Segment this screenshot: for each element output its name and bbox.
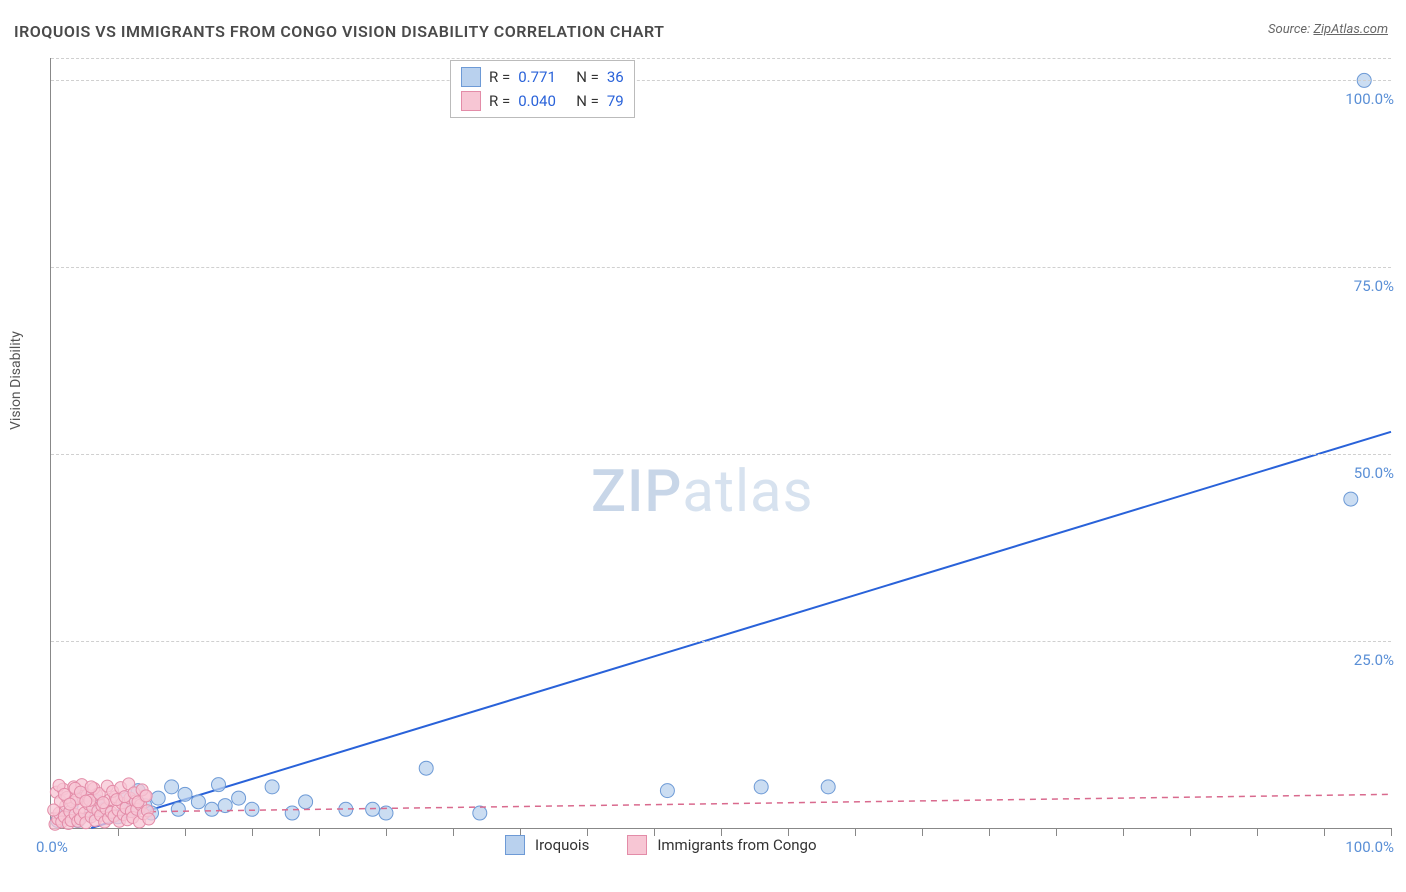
data-point [212,778,226,792]
swatch-blue-icon [461,67,481,87]
x-tick [1056,828,1057,836]
trend-line [91,432,1391,828]
r-label: R = [489,89,510,113]
x-tick [319,828,320,836]
data-point [285,806,299,820]
series-legend: Iroquois Immigrants from Congo [505,835,817,855]
legend-row-0: R = 0.771 N = 36 [461,65,624,89]
data-point [245,802,259,816]
source-attribution: Source: ZipAtlas.com [1268,22,1388,37]
x-tick [1391,828,1392,836]
x-tick [922,828,923,836]
legend-row-1: R = 0.040 N = 79 [461,89,624,113]
gridline [51,267,1391,268]
data-point [265,780,279,794]
data-point [48,804,60,816]
gridline [51,80,1391,81]
x-tick [989,828,990,836]
r-value: 0.040 [518,89,568,113]
swatch-pink-icon [627,835,647,855]
data-point [143,813,155,825]
data-point [419,761,433,775]
n-label: N = [576,89,599,113]
plot-svg [51,58,1391,828]
data-point [85,781,97,793]
data-point [80,795,92,807]
y-tick-label: 75.0% [1354,277,1394,295]
data-point [151,791,165,805]
chart-title: IROQUOIS VS IMMIGRANTS FROM CONGO VISION… [14,22,664,41]
n-label: N = [576,65,599,89]
y-tick-label: 100.0% [1345,90,1394,108]
data-point [754,780,768,794]
x-tick [185,828,186,836]
gridline [51,454,1391,455]
data-point [205,802,219,816]
legend-label-0: Iroquois [535,836,589,854]
x-tick [1190,828,1191,836]
x-tick [118,828,119,836]
data-point [821,780,835,794]
x-max-label: 100.0% [1345,838,1394,856]
y-axis-label: Vision Disability [8,331,24,430]
x-tick [252,828,253,836]
swatch-blue-icon [505,835,525,855]
r-label: R = [489,65,510,89]
data-point [1344,492,1358,506]
n-value: 79 [607,89,624,113]
source-label: Source: [1268,22,1313,37]
x-tick [1324,828,1325,836]
plot-area: ZIPatlas [50,58,1391,829]
data-point [178,787,192,801]
x-tick [855,828,856,836]
data-point [473,806,487,820]
correlation-legend: R = 0.771 N = 36 R = 0.040 N = 79 [450,60,635,118]
swatch-pink-icon [461,91,481,111]
y-tick-label: 50.0% [1354,464,1394,482]
data-point [171,802,185,816]
n-value: 36 [607,65,624,89]
data-point [165,780,179,794]
data-point [140,790,152,802]
data-point [64,798,76,810]
legend-label-1: Immigrants from Congo [657,836,816,854]
data-point [660,784,674,798]
source-link[interactable]: ZipAtlas.com [1313,22,1388,37]
data-point [97,797,109,809]
gridline [51,641,1391,642]
x-tick [1257,828,1258,836]
x-tick [1123,828,1124,836]
data-point [232,791,246,805]
x-tick [386,828,387,836]
x-tick [453,828,454,836]
r-value: 0.771 [518,65,568,89]
data-point [299,795,313,809]
y-tick-label: 25.0% [1354,651,1394,669]
data-point [191,795,205,809]
x-origin-label: 0.0% [36,838,68,856]
